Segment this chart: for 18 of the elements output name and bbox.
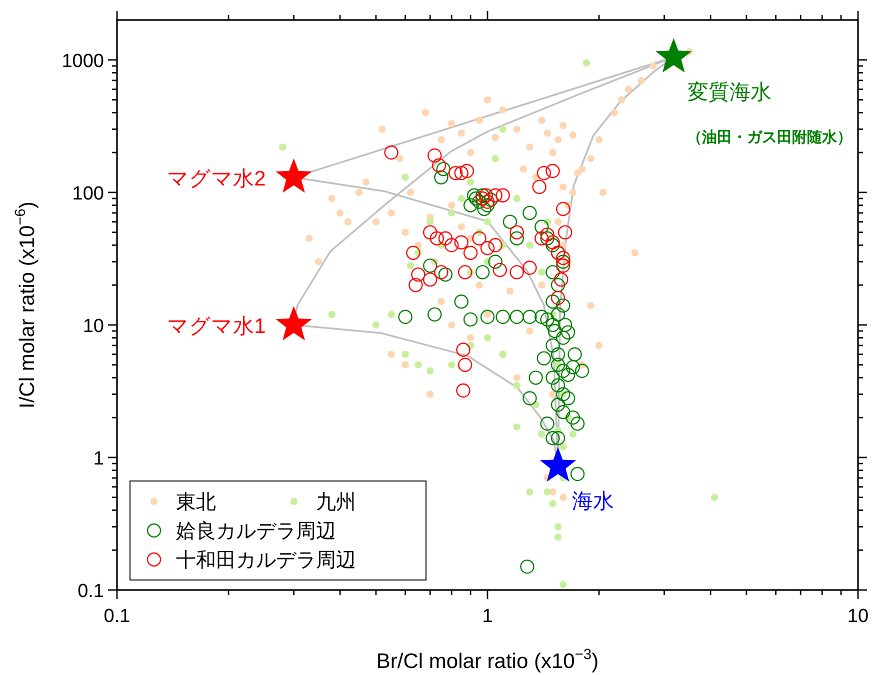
y-tick-label: 1 [93, 448, 104, 470]
legend-label: 十和田カルデラ周辺 [176, 550, 356, 572]
y-tick-label: 10 [82, 316, 104, 337]
x-axis-title: Br/Cl molar ratio (x10$^{−3}$) [376, 647, 599, 673]
series-label: 変質海水 [688, 81, 772, 104]
y-tick-label: 1000 [62, 50, 104, 72]
y-tick-label: 100 [72, 183, 104, 204]
legend-label: 姶良カルデラ周辺 [176, 520, 336, 542]
series-label: 海水 [572, 490, 614, 514]
series-label: マグマ水1 [167, 314, 266, 338]
x-tick-label: 10 [847, 606, 869, 627]
annotation: （油田・ガス田附随水） [687, 129, 852, 146]
y-tick-label: 0.1 [78, 581, 104, 602]
x-tick-label: 0.1 [104, 606, 130, 627]
series-label: マグマ水2 [167, 167, 266, 190]
x-tick-label: 1 [482, 606, 493, 627]
legend-label: 東北 [176, 492, 216, 514]
legend-label: 九州 [316, 492, 356, 514]
